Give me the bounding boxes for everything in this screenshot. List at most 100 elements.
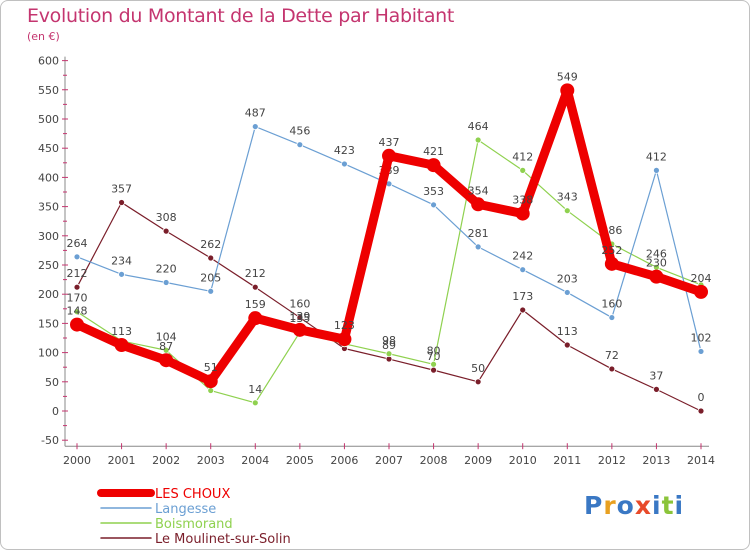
data-label-le-moulinet-sur-solin: 89 bbox=[382, 339, 396, 352]
data-label-les-choux: 437 bbox=[379, 136, 400, 149]
x-tick-label: 2001 bbox=[108, 454, 136, 467]
logo-letter: t bbox=[661, 491, 675, 520]
data-label-langesse: 203 bbox=[557, 272, 578, 285]
x-tick-label: 2010 bbox=[509, 454, 537, 467]
data-label-le-moulinet-sur-solin: 212 bbox=[67, 267, 88, 280]
y-tick-label: 100 bbox=[38, 347, 59, 360]
y-tick-label: 600 bbox=[38, 55, 59, 68]
proxiti-logo: Proxiti bbox=[584, 491, 684, 520]
data-point-le-moulinet-sur-solin bbox=[296, 314, 304, 321]
chart-title: Evolution du Montant de la Dette par Hab… bbox=[27, 5, 455, 27]
data-point-le-moulinet-sur-solin bbox=[162, 227, 170, 235]
legend-label-le-moulinet-sur-solin: Le Moulinet-sur-Solin bbox=[155, 532, 291, 547]
data-point-le-moulinet-sur-solin bbox=[608, 365, 616, 373]
data-label-langesse: 264 bbox=[67, 237, 88, 250]
x-tick-label: 2004 bbox=[241, 454, 269, 467]
data-label-boismorand: 104 bbox=[156, 330, 177, 343]
data-label-boismorand: 246 bbox=[646, 247, 667, 260]
data-label-les-choux: 87 bbox=[159, 340, 173, 353]
data-label-langesse: 487 bbox=[245, 107, 266, 120]
data-label-langesse: 242 bbox=[512, 250, 533, 263]
data-point-le-moulinet-sur-solin bbox=[73, 283, 81, 291]
data-label-langesse: 205 bbox=[200, 271, 221, 284]
data-label-boismorand: 343 bbox=[557, 191, 578, 204]
data-point-les-choux bbox=[604, 256, 619, 271]
data-point-les-choux bbox=[292, 322, 307, 337]
data-point-les-choux bbox=[471, 197, 486, 212]
data-point-les-choux bbox=[515, 206, 530, 221]
data-label-les-choux: 148 bbox=[67, 305, 88, 318]
data-label-langesse: 281 bbox=[468, 227, 489, 240]
data-label-le-moulinet-sur-solin: 357 bbox=[111, 183, 132, 196]
data-point-le-moulinet-sur-solin bbox=[474, 378, 482, 386]
data-point-langesse bbox=[563, 289, 571, 296]
data-label-le-moulinet-sur-solin: 0 bbox=[698, 391, 705, 404]
data-point-langesse bbox=[73, 253, 81, 261]
x-tick-label: 2006 bbox=[330, 454, 358, 467]
data-label-langesse: 353 bbox=[423, 185, 444, 198]
x-tick-label: 2000 bbox=[63, 454, 91, 467]
data-label-boismorand: 464 bbox=[468, 120, 489, 133]
data-label-boismorand: 135 bbox=[289, 312, 310, 325]
data-point-langesse bbox=[697, 348, 705, 355]
data-point-le-moulinet-sur-solin bbox=[563, 341, 571, 349]
data-point-langesse bbox=[251, 123, 259, 130]
data-point-les-choux bbox=[203, 374, 218, 389]
logo-letter: x bbox=[634, 491, 652, 520]
data-point-langesse bbox=[430, 201, 437, 209]
data-point-boismorand bbox=[251, 399, 259, 407]
data-point-les-choux bbox=[337, 332, 352, 347]
logo-letter: i bbox=[652, 491, 662, 520]
data-label-boismorand: 14 bbox=[248, 383, 262, 396]
y-tick-label: 50 bbox=[45, 376, 59, 389]
x-tick-label: 2014 bbox=[687, 454, 715, 467]
data-point-les-choux bbox=[382, 148, 396, 163]
data-label-le-moulinet-sur-solin: 160 bbox=[289, 298, 310, 311]
data-point-les-choux bbox=[560, 83, 575, 98]
data-point-les-choux bbox=[426, 158, 441, 173]
data-point-langesse bbox=[474, 243, 482, 251]
data-label-boismorand: 412 bbox=[512, 150, 533, 163]
logo-letter: r bbox=[603, 491, 617, 520]
y-tick-label: 200 bbox=[38, 288, 59, 301]
data-label-langesse: 234 bbox=[111, 254, 132, 267]
y-tick-label: 300 bbox=[38, 230, 59, 243]
data-label-les-choux: 51 bbox=[204, 361, 218, 374]
data-label-langesse: 160 bbox=[601, 298, 622, 311]
data-label-langesse: 102 bbox=[691, 331, 712, 344]
data-label-langesse: 423 bbox=[334, 144, 355, 157]
data-point-les-choux bbox=[649, 269, 664, 284]
legend-label-les-choux: LES CHOUX bbox=[155, 487, 230, 502]
data-point-les-choux bbox=[159, 353, 174, 368]
legend-label-boismorand: Boismorand bbox=[155, 517, 233, 532]
x-tick-label: 2009 bbox=[464, 454, 492, 467]
data-point-boismorand bbox=[563, 207, 571, 215]
data-point-langesse bbox=[296, 141, 304, 149]
y-tick-label: 500 bbox=[38, 113, 59, 126]
x-tick-label: 2012 bbox=[598, 454, 626, 467]
data-point-langesse bbox=[519, 266, 527, 274]
logo-letter: P bbox=[584, 491, 604, 520]
data-label-les-choux: 549 bbox=[557, 70, 578, 83]
data-label-les-choux: 421 bbox=[423, 145, 444, 158]
data-label-boismorand: 170 bbox=[67, 292, 88, 305]
data-label-le-moulinet-sur-solin: 173 bbox=[512, 290, 533, 303]
y-tick-label: 250 bbox=[38, 259, 59, 272]
data-point-langesse bbox=[653, 166, 660, 174]
legend-label-langesse: Langesse bbox=[155, 502, 216, 517]
data-point-boismorand bbox=[519, 166, 527, 174]
data-label-le-moulinet-sur-solin: 70 bbox=[427, 350, 441, 363]
data-point-le-moulinet-sur-solin bbox=[519, 306, 527, 314]
data-point-les-choux bbox=[114, 338, 129, 353]
data-point-les-choux bbox=[70, 317, 84, 332]
data-label-les-choux: 159 bbox=[245, 298, 266, 311]
data-point-langesse bbox=[162, 279, 170, 286]
y-tick-label: 0 bbox=[52, 405, 59, 418]
x-tick-label: 2002 bbox=[152, 454, 180, 467]
data-point-les-choux bbox=[694, 284, 708, 299]
data-label-le-moulinet-sur-solin: 113 bbox=[557, 325, 578, 338]
data-point-langesse bbox=[341, 160, 348, 168]
data-label-les-choux: 139 bbox=[289, 310, 310, 323]
